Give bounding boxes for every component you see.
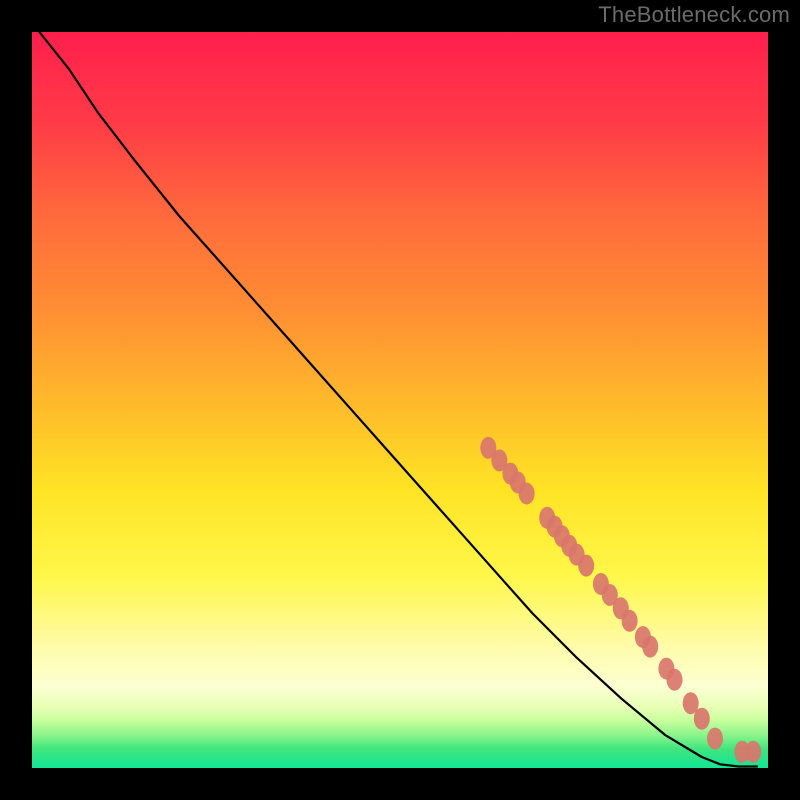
data-marker — [707, 728, 723, 750]
data-marker — [578, 555, 594, 577]
data-marker — [519, 483, 535, 505]
gradient-background — [32, 32, 768, 768]
data-marker — [642, 636, 658, 658]
bottleneck-chart — [0, 0, 800, 800]
data-marker — [694, 708, 710, 730]
attribution-label: TheBottleneck.com — [598, 2, 790, 28]
data-marker — [667, 669, 683, 691]
data-marker — [622, 610, 638, 632]
data-marker — [745, 741, 761, 763]
